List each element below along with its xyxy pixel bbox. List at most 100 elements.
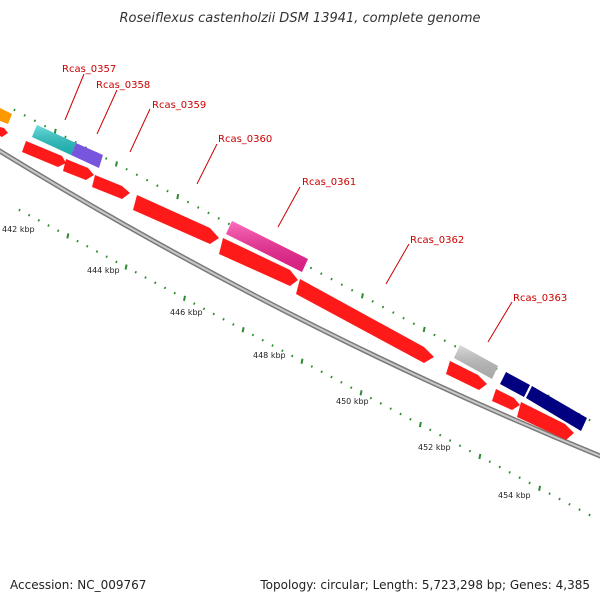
minor-tick	[548, 492, 551, 496]
minor-tick	[578, 508, 581, 512]
minor-tick	[145, 178, 149, 182]
minor-tick	[86, 244, 89, 248]
minor-tick	[433, 333, 436, 337]
minor-tick	[498, 465, 501, 469]
leader-line	[196, 143, 218, 185]
gene-label-rcas-0359[interactable]: Rcas_0359	[152, 100, 206, 111]
minor-tick	[371, 300, 374, 303]
major-tick	[538, 485, 542, 492]
accession-text: Accession: NC_009767	[10, 578, 147, 592]
minor-tick	[271, 344, 274, 347]
major-tick	[66, 233, 70, 239]
minor-tick	[389, 407, 392, 411]
minor-tick	[588, 513, 591, 517]
leader-line	[96, 89, 118, 135]
leader-line	[64, 73, 85, 121]
minor-tick	[186, 200, 190, 204]
cds-track	[0, 127, 574, 440]
minor-tick	[125, 167, 128, 171]
minor-tick	[429, 428, 432, 432]
minor-tick	[309, 266, 313, 270]
feature-box[interactable]	[526, 386, 587, 431]
major-tick	[422, 326, 426, 333]
cds-arrow[interactable]	[517, 402, 574, 440]
minor-tick	[193, 302, 196, 305]
cds-arrow[interactable]	[446, 361, 487, 390]
feature-box[interactable]	[71, 143, 103, 168]
gene-label-rcas-0357[interactable]: Rcas_0357	[62, 64, 116, 75]
cds-arrow[interactable]	[219, 238, 298, 286]
minor-tick	[166, 189, 169, 193]
minor-tick	[588, 418, 591, 422]
cds-arrow[interactable]	[0, 127, 8, 137]
cds-arrow[interactable]	[133, 195, 219, 244]
minor-tick	[135, 173, 139, 177]
feature-box[interactable]	[500, 372, 530, 397]
minor-tick	[330, 375, 333, 379]
minor-tick	[290, 354, 294, 358]
minor-tick	[399, 412, 402, 416]
minor-tick	[350, 288, 354, 292]
kbp-label: 452 kbp	[418, 443, 451, 452]
minor-tick	[320, 272, 323, 275]
kbp-label: 450 kbp	[336, 397, 369, 406]
minor-tick	[27, 213, 31, 217]
minor-tick	[37, 218, 41, 222]
minor-tick	[76, 239, 79, 243]
feature-box[interactable]	[0, 108, 12, 124]
minor-tick	[43, 124, 47, 128]
gene-label-rcas-0363[interactable]: Rcas_0363	[513, 293, 567, 304]
minor-tick	[488, 460, 492, 464]
leader-line	[385, 243, 410, 285]
leader-line	[129, 108, 151, 153]
minor-tick	[251, 333, 255, 337]
minor-tick	[412, 322, 416, 326]
kbp-label: 454 kbp	[498, 491, 531, 500]
cds-arrow[interactable]	[22, 141, 66, 167]
leader-line	[487, 301, 513, 343]
label-leaders	[64, 73, 513, 343]
minor-tick	[47, 224, 50, 227]
cds-arrow[interactable]	[296, 279, 434, 363]
kbp-label: 442 kbp	[2, 225, 35, 234]
cds-arrow[interactable]	[92, 175, 130, 199]
minor-tick	[402, 316, 405, 320]
cds-arrow[interactable]	[492, 389, 520, 410]
minor-tick	[448, 439, 452, 442]
minor-tick	[13, 108, 16, 112]
minor-tick	[18, 208, 21, 212]
major-tick	[300, 358, 304, 364]
minor-tick	[453, 344, 457, 348]
minor-tick	[518, 476, 521, 480]
gene-label-rcas-0362[interactable]: Rcas_0362	[410, 235, 464, 246]
minor-tick	[163, 286, 167, 290]
major-tick	[241, 327, 245, 333]
minor-tick	[222, 317, 225, 321]
minor-tick	[217, 217, 220, 220]
minor-tick	[115, 260, 118, 264]
gene-label-rcas-0361[interactable]: Rcas_0361	[302, 177, 356, 188]
minor-tick	[468, 449, 472, 453]
minor-tick	[207, 211, 210, 215]
minor-tick	[23, 114, 26, 117]
minor-tick	[261, 338, 264, 342]
minor-tick	[340, 283, 344, 287]
minor-tick	[558, 497, 561, 501]
major-tick	[124, 264, 128, 270]
leader-line	[277, 186, 301, 228]
kbp-label: 448 kbp	[253, 351, 286, 360]
tick-row-inner	[18, 208, 591, 517]
major-tick	[53, 128, 57, 135]
gene-label-rcas-0360[interactable]: Rcas_0360	[218, 134, 272, 145]
minor-tick	[105, 255, 108, 259]
cds-arrow[interactable]	[63, 159, 94, 180]
minor-tick	[568, 502, 571, 506]
gene-label-rcas-0358[interactable]: Rcas_0358	[96, 80, 150, 91]
gene-labels: Rcas_0357 Rcas_0358 Rcas_0359 Rcas_0360 …	[62, 64, 567, 304]
major-tick	[359, 390, 363, 396]
minor-tick	[508, 470, 511, 474]
minor-tick	[56, 229, 60, 233]
minor-tick	[281, 349, 284, 353]
feature-track	[0, 108, 587, 431]
